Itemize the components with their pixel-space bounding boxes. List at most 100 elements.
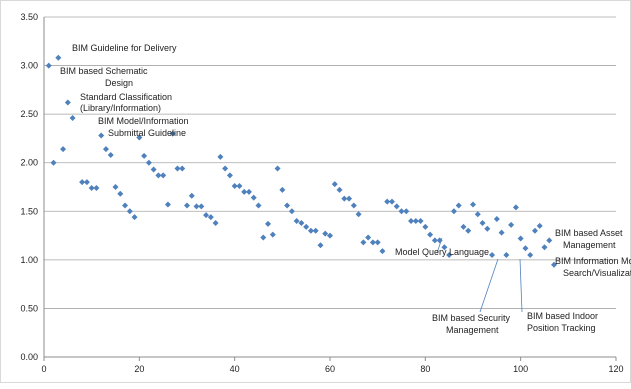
data-point [293,218,300,224]
data-point [112,184,119,190]
annotation-label: Model Query Language [395,247,489,257]
data-point [503,252,510,258]
data-point [498,229,505,236]
data-point [531,227,538,234]
data-point [222,165,229,172]
y-tick-label: 1.00 [20,255,38,265]
annotation-label: BIM Model/Information [98,116,189,126]
data-point [341,195,348,202]
data-point [212,219,219,226]
annotation-label: Submittal Guideline [108,128,186,138]
data-point [69,115,76,122]
data-point [331,181,338,188]
annotation-leader-line [519,258,523,313]
annotations: BIM Guideline for Delivery BIM based Sche… [60,43,631,335]
data-point [408,218,415,224]
x-tick-label: 20 [134,364,144,374]
data-point [269,231,276,238]
data-point [250,194,257,201]
data-point [536,222,543,229]
data-point [155,172,162,179]
annotation-label: Management [446,325,499,335]
data-point [388,198,395,205]
data-point [298,219,305,226]
data-point [203,212,210,219]
data-point [374,239,381,246]
y-tick-label: 0.50 [20,303,38,313]
data-point [117,190,124,197]
data-point [312,227,319,234]
data-point [541,244,548,251]
data-point [336,186,343,193]
data-point [265,220,272,227]
annotation-label: BIM based Security [432,313,511,323]
x-tick-label: 100 [513,364,528,374]
data-point [508,221,515,228]
data-point [403,208,410,215]
data-point [288,208,295,215]
data-point [327,232,333,239]
annotation-label: Management [563,240,616,250]
y-tick-label: 0.00 [20,352,38,362]
grid-lines [44,16,616,309]
data-point [455,202,462,209]
x-tick-label: 60 [325,364,335,374]
data-point [107,151,114,158]
data-point [83,179,90,186]
data-point [412,218,419,224]
annotation-label: (Library/Information) [80,103,161,113]
data-point [79,179,86,186]
data-point [484,225,491,232]
annotation-label: BIM based Schematic [60,66,148,76]
annotation-leader-line [479,258,499,313]
x-tick-labels: 0 20 40 60 80 100 120 [41,364,623,374]
data-point [350,202,357,209]
annotation-label: Position Tracking [527,323,596,333]
data-point [126,208,133,215]
annotation-label: Standard Classification [80,92,172,102]
y-tick-label: 3.00 [20,61,38,71]
data-point [431,237,438,244]
x-tick-label: 80 [420,364,430,374]
data-point [145,159,152,166]
data-point [379,248,386,255]
data-point [207,214,214,221]
data-point [150,166,157,173]
x-tick-label: 0 [41,364,46,374]
data-point [93,184,100,191]
data-point [236,183,243,190]
data-point [141,152,148,159]
data-point [517,235,524,242]
data-point [470,201,476,208]
data-point [551,261,558,268]
data-point [122,202,129,209]
data-point [465,227,472,234]
data-point [450,208,457,215]
data-point [398,208,405,215]
data-point [303,223,310,230]
data-point [365,234,372,241]
data-point [260,234,267,241]
data-point [217,153,224,160]
data-point [527,252,534,258]
annotation-label: BIM based Asset [555,228,623,238]
y-tick-label: 1.50 [20,206,38,216]
data-point [169,130,176,137]
data-point [88,184,95,191]
data-point [427,231,434,238]
data-point [393,203,400,210]
axes [43,17,617,361]
data-points [45,54,558,268]
annotation-label: BIM based Indoor [527,311,598,321]
x-tick-label: 40 [230,364,240,374]
annotation-label: BIM Guideline for Delivery [72,43,177,53]
data-point [322,230,329,237]
data-point [279,186,286,193]
data-point [384,198,391,205]
annotation-label: Search/Visualization [563,268,631,278]
data-point [136,134,143,141]
data-point [274,165,281,172]
data-point [317,242,324,249]
data-point [436,237,443,244]
